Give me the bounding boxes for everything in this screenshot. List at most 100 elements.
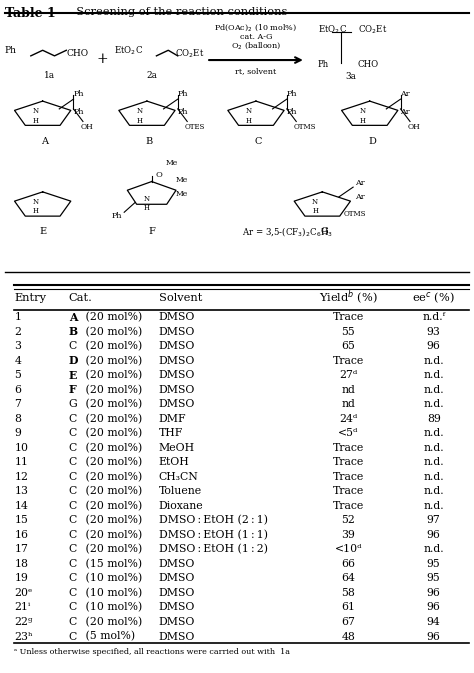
Text: 11: 11 bbox=[14, 458, 28, 467]
Text: Ar: Ar bbox=[401, 90, 410, 98]
Text: 96: 96 bbox=[427, 341, 441, 351]
Text: 3: 3 bbox=[14, 341, 21, 351]
Text: Ph: Ph bbox=[178, 90, 188, 98]
Text: DMSO : EtOH (1 : 1): DMSO : EtOH (1 : 1) bbox=[159, 530, 268, 540]
Text: nd: nd bbox=[341, 399, 356, 409]
Text: C: C bbox=[69, 428, 77, 438]
Text: C: C bbox=[69, 602, 77, 612]
Text: 67: 67 bbox=[341, 617, 356, 627]
Text: 89: 89 bbox=[427, 414, 441, 424]
Text: C: C bbox=[69, 472, 77, 482]
Text: (20 mol%): (20 mol%) bbox=[82, 443, 142, 453]
Text: 55: 55 bbox=[341, 326, 356, 336]
Text: (10 mol%): (10 mol%) bbox=[82, 573, 142, 583]
Text: OH: OH bbox=[81, 123, 93, 131]
Text: n.d.: n.d. bbox=[423, 356, 444, 365]
Text: rt, solvent: rt, solvent bbox=[235, 67, 277, 75]
Text: C: C bbox=[69, 501, 77, 511]
Text: (20 mol%): (20 mol%) bbox=[82, 486, 142, 497]
Text: 52: 52 bbox=[341, 516, 356, 526]
Text: 5: 5 bbox=[14, 370, 21, 380]
Text: Screening of the reaction conditions: Screening of the reaction conditions bbox=[69, 7, 287, 17]
Text: Ar = 3,5-(CF$_3$)$_2$C$_6$H$_3$: Ar = 3,5-(CF$_3$)$_2$C$_6$H$_3$ bbox=[242, 225, 333, 238]
Text: THF: THF bbox=[159, 428, 183, 438]
Text: DMSO: DMSO bbox=[159, 559, 195, 569]
Text: (20 mol%): (20 mol%) bbox=[82, 530, 142, 540]
Text: C: C bbox=[69, 544, 77, 555]
Text: 18: 18 bbox=[14, 559, 28, 569]
Text: n.d.: n.d. bbox=[423, 472, 444, 482]
Text: (20 mol%): (20 mol%) bbox=[82, 544, 142, 555]
Text: (20 mol%): (20 mol%) bbox=[82, 341, 142, 351]
Text: Trace: Trace bbox=[333, 443, 364, 453]
Text: (10 mol%): (10 mol%) bbox=[82, 588, 142, 598]
Text: 21ⁱ: 21ⁱ bbox=[14, 602, 30, 612]
Text: C: C bbox=[69, 617, 77, 627]
Text: DMSO: DMSO bbox=[159, 385, 195, 395]
Text: 27ᵈ: 27ᵈ bbox=[339, 370, 357, 380]
Text: 1: 1 bbox=[14, 312, 21, 322]
Text: 7: 7 bbox=[14, 399, 21, 409]
Text: (20 mol%): (20 mol%) bbox=[82, 326, 142, 336]
Text: C: C bbox=[69, 573, 77, 583]
Text: nd: nd bbox=[341, 385, 356, 395]
Text: 19: 19 bbox=[14, 573, 28, 583]
Text: n.d.: n.d. bbox=[423, 370, 444, 380]
Text: EtO$_2$C: EtO$_2$C bbox=[318, 23, 346, 36]
Text: n.d.: n.d. bbox=[423, 385, 444, 395]
Text: Me: Me bbox=[175, 176, 188, 184]
Text: DMSO: DMSO bbox=[159, 617, 195, 627]
Text: (20 mol%): (20 mol%) bbox=[82, 472, 142, 482]
Text: 96: 96 bbox=[427, 631, 441, 641]
Text: 12: 12 bbox=[14, 472, 28, 482]
Text: 24ᵈ: 24ᵈ bbox=[339, 414, 357, 424]
Text: 2a: 2a bbox=[146, 71, 157, 80]
Text: (20 mol%): (20 mol%) bbox=[82, 384, 142, 395]
Text: 15: 15 bbox=[14, 516, 28, 526]
Text: 3a: 3a bbox=[345, 72, 356, 81]
Text: N
H: N H bbox=[312, 198, 318, 215]
Text: Trace: Trace bbox=[333, 472, 364, 482]
Text: CH₃CN: CH₃CN bbox=[159, 472, 199, 482]
Text: 94: 94 bbox=[427, 617, 441, 627]
Text: Cat.: Cat. bbox=[69, 293, 92, 303]
Text: C: C bbox=[69, 559, 77, 569]
Text: 58: 58 bbox=[341, 588, 356, 598]
Text: 96: 96 bbox=[427, 602, 441, 612]
Text: N
H: N H bbox=[33, 198, 38, 215]
Text: 8: 8 bbox=[14, 414, 21, 424]
Text: C: C bbox=[69, 588, 77, 598]
Text: n.d.: n.d. bbox=[423, 443, 444, 453]
Text: 14: 14 bbox=[14, 501, 28, 511]
Text: 61: 61 bbox=[341, 602, 356, 612]
Text: F: F bbox=[148, 227, 155, 236]
Text: Dioxane: Dioxane bbox=[159, 501, 203, 511]
Text: Trace: Trace bbox=[333, 356, 364, 365]
Text: Ph: Ph bbox=[111, 213, 122, 221]
Text: 23ʰ: 23ʰ bbox=[14, 631, 33, 641]
Text: Toluene: Toluene bbox=[159, 487, 202, 497]
Text: DMSO: DMSO bbox=[159, 326, 195, 336]
Text: <10ᵈ: <10ᵈ bbox=[335, 544, 362, 555]
Text: DMSO: DMSO bbox=[159, 631, 195, 641]
Text: Ph: Ph bbox=[287, 90, 297, 98]
Text: 93: 93 bbox=[427, 326, 441, 336]
Text: C: C bbox=[69, 487, 77, 497]
Text: 9: 9 bbox=[14, 428, 21, 438]
Text: OH: OH bbox=[408, 123, 420, 131]
Text: 20ᵉ: 20ᵉ bbox=[14, 588, 33, 598]
Text: +: + bbox=[96, 52, 108, 66]
Text: Ph: Ph bbox=[287, 108, 297, 116]
Text: CHO: CHO bbox=[66, 49, 89, 58]
Text: 2: 2 bbox=[14, 326, 21, 336]
Text: 64: 64 bbox=[341, 573, 356, 583]
Text: n.d.: n.d. bbox=[423, 487, 444, 497]
Text: Trace: Trace bbox=[333, 487, 364, 497]
Text: C: C bbox=[69, 341, 77, 351]
Text: OTMS: OTMS bbox=[294, 123, 316, 131]
Text: DMSO: DMSO bbox=[159, 312, 195, 322]
Text: <5ᵈ: <5ᵈ bbox=[338, 428, 358, 438]
Text: n.d.ᶠ: n.d.ᶠ bbox=[422, 312, 445, 322]
Text: G: G bbox=[69, 399, 77, 409]
Text: C: C bbox=[69, 443, 77, 453]
